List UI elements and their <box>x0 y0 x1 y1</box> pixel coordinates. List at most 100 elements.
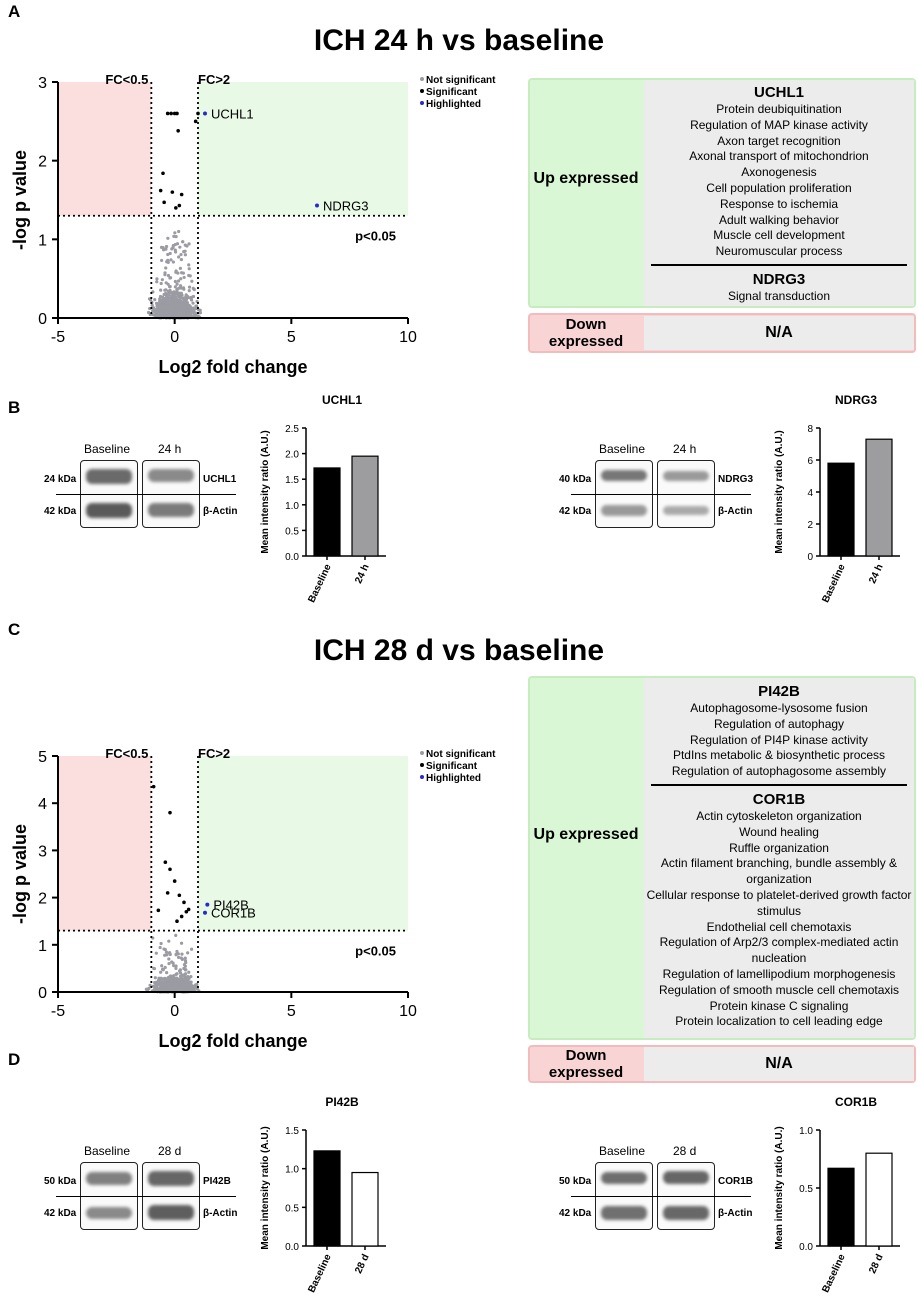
ns-point <box>190 306 194 311</box>
ns-point <box>187 285 192 289</box>
ns-point <box>184 961 188 965</box>
legend-significant: Significant <box>426 761 478 772</box>
ns-point <box>186 977 190 981</box>
uchl1-term-list: Protein deubiquitination Regulation of MA… <box>644 102 914 260</box>
bar-baseline <box>313 467 341 557</box>
ns-point <box>187 984 191 988</box>
ns-point <box>166 252 170 257</box>
ns-point <box>163 288 167 292</box>
western-blot-cor1b: Baseline 28 d 50 kDa 42 kDa COR1B β-Acti… <box>555 1142 765 1232</box>
ns-point <box>195 314 199 318</box>
ns-point <box>174 933 178 937</box>
legend-not-significant: Not significant <box>426 749 496 760</box>
go-term: Cell population proliferation <box>706 180 852 195</box>
y-tick-label: 3 <box>38 75 47 92</box>
bar-24-h <box>351 455 379 557</box>
ns-point <box>182 303 186 307</box>
protein-label: β-Actin <box>718 506 753 517</box>
x-tick-label: -5 <box>51 1003 65 1020</box>
legend-not-significant-marker <box>420 751 424 755</box>
go-term: Muscle cell development <box>713 228 845 243</box>
bar-chart-title: NDRG3 <box>835 393 877 407</box>
go-term: Axonal transport of mitochondrion <box>689 149 869 164</box>
y-tick-label: 1 <box>38 232 47 249</box>
gene-separator <box>651 783 907 786</box>
ns-point <box>165 295 169 299</box>
go-term: Neuromuscular process <box>715 244 843 259</box>
significant-point <box>161 171 165 176</box>
ns-point <box>191 294 196 299</box>
blot-divider <box>571 494 751 495</box>
ns-point <box>191 301 195 305</box>
y-tick-label: 2 <box>807 520 813 531</box>
ns-point <box>154 982 158 986</box>
ns-point <box>165 260 169 264</box>
gene-separator <box>651 263 907 266</box>
ns-point <box>172 964 176 968</box>
x-tick-label: 28 d <box>867 1253 885 1276</box>
ns-point <box>165 970 169 975</box>
blot-col-label: Baseline <box>84 442 131 456</box>
go-term: Actin cytoskeleton organization <box>696 808 862 823</box>
ns-point <box>165 953 169 957</box>
ns-point <box>159 970 163 974</box>
go-term: Regulation of lamellipodium morphogenesi… <box>662 966 896 981</box>
ns-point <box>189 298 194 302</box>
ns-point <box>168 984 173 988</box>
pi42b-term-list: Autophagosome-lysosome fusion Regulation … <box>644 701 914 780</box>
ns-point <box>179 956 183 960</box>
significant-point <box>193 119 198 124</box>
ns-point <box>180 309 184 314</box>
go-term: Regulation of MAP kinase activity <box>690 117 868 132</box>
significant-point <box>177 893 182 898</box>
bar-chart-uchl1: UCHL1 0.0 0.5 1.0 1.5 2.0 2.5 Baseline 24 h Mean … <box>260 393 386 605</box>
ns-point <box>160 258 164 263</box>
significant-point <box>162 200 166 205</box>
x-tick-label: 0 <box>170 1003 179 1020</box>
significant-point <box>177 203 182 208</box>
ns-point <box>179 252 183 257</box>
y-tick-label: 0 <box>38 311 47 328</box>
blot-divider <box>56 494 236 495</box>
ns-point <box>175 949 179 954</box>
go-terms-28d: PI42B Autophagosome-lysosome fusion Regul… <box>644 678 914 1038</box>
bar-28-d <box>351 1171 379 1247</box>
blot-col-label: Baseline <box>84 1144 131 1158</box>
bar-baseline <box>827 1167 855 1247</box>
ns-point <box>164 310 168 314</box>
up-region <box>198 82 408 216</box>
gene-name: NDRG3 <box>752 270 806 288</box>
significant-point <box>172 879 177 883</box>
y-tick-label: 1.0 <box>285 501 299 512</box>
ns-point <box>160 298 165 302</box>
ns-point <box>186 313 190 318</box>
go-term: PtdIns metabolic & biosynthetic process <box>672 748 886 763</box>
ns-point <box>173 279 177 284</box>
protein-label: UCHL1 <box>203 474 237 485</box>
ns-point <box>187 263 191 267</box>
protein-label: NDRG3 <box>718 474 754 485</box>
ns-point <box>169 302 173 307</box>
ns-point <box>171 243 175 248</box>
protein-label: β-Actin <box>203 1208 238 1219</box>
ns-point <box>163 965 167 970</box>
y-axis-label: Mean intensity ratio (A.U.) <box>260 430 271 553</box>
ns-point <box>186 951 190 955</box>
ns-point <box>185 244 189 248</box>
ns-point <box>194 304 198 308</box>
ns-point <box>159 281 163 286</box>
bar-baseline <box>313 1150 341 1247</box>
y-tick-label: 4 <box>38 796 47 813</box>
y-axis-label: Mean intensity ratio (A.U.) <box>260 1126 271 1249</box>
ns-point <box>187 987 191 992</box>
y-tick-label: 0.0 <box>285 1242 299 1253</box>
y-tick-label: 2.5 <box>285 424 299 435</box>
ns-point <box>174 269 178 273</box>
ns-point <box>179 277 183 281</box>
ns-point <box>167 961 171 966</box>
go-term: Signal transduction <box>727 288 831 303</box>
panel-letter-d: D <box>8 1050 21 1069</box>
ns-point <box>181 240 185 244</box>
y-tick-label: 0.5 <box>285 1203 299 1214</box>
